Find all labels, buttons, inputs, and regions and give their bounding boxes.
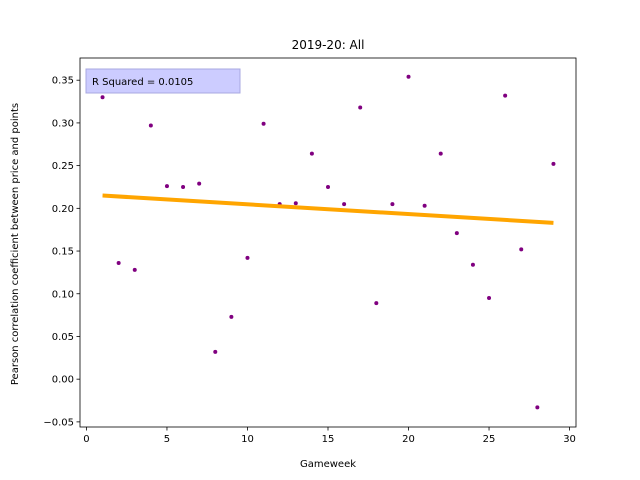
data-point [326,184,330,189]
y-tick-label: 0.25 [52,161,74,172]
y-tick-label: 0.05 [52,332,74,343]
y-tick-label: 0.20 [52,204,74,215]
trend-line [102,193,554,225]
data-point [374,301,379,306]
x-axis-label: Gameweek [300,459,356,470]
data-point [406,74,411,79]
data-point [309,151,314,156]
data-point [519,247,524,252]
y-tick-label: 0.35 [52,76,74,87]
x-tick-label: 5 [164,434,170,445]
data-point [229,314,234,319]
x-tick-label: 30 [563,434,576,445]
x-tick-label: 25 [483,434,496,445]
data-point [470,262,475,267]
data-point [503,93,508,98]
data-point [342,202,347,207]
y-tick-label: −0.05 [43,417,74,428]
data-point [116,261,121,265]
data-point [293,201,298,206]
data-point [551,161,556,166]
y-tick-label: 0.15 [52,247,74,258]
x-tick-label: 20 [402,434,415,445]
y-axis-label: Pearson correlation coefficient between … [10,103,21,385]
data-point [535,405,540,410]
data-point [100,95,105,100]
x-tick-label: 0 [83,434,89,445]
data-point [261,121,266,126]
x-tick-label: 15 [322,434,335,445]
plot-area: 0 5 10 15 20 25 30 −0.05 0.00 0.05 0.10 0.15 0.20 0.2… [43,57,577,445]
data-point [148,123,153,128]
chart-title: 2019-20: All [292,38,365,52]
data-point [438,151,443,156]
x-tick-label: 10 [241,434,254,445]
data-point [213,349,218,354]
y-tick-label: 0.00 [52,375,74,386]
data-point [197,181,202,186]
data-point [390,202,395,207]
data-point [132,267,137,272]
data-point [164,184,169,189]
y-tick-label: 0.30 [52,118,74,129]
data-point [454,231,459,236]
annotation-text: R Squared = 0.0105 [92,77,193,88]
data-point [245,255,250,260]
y-tick-label: 0.10 [52,289,74,300]
data-point [422,203,427,208]
data-point [181,184,186,189]
annotation-box [85,68,241,94]
data-point [487,296,492,301]
data-point [358,105,363,110]
